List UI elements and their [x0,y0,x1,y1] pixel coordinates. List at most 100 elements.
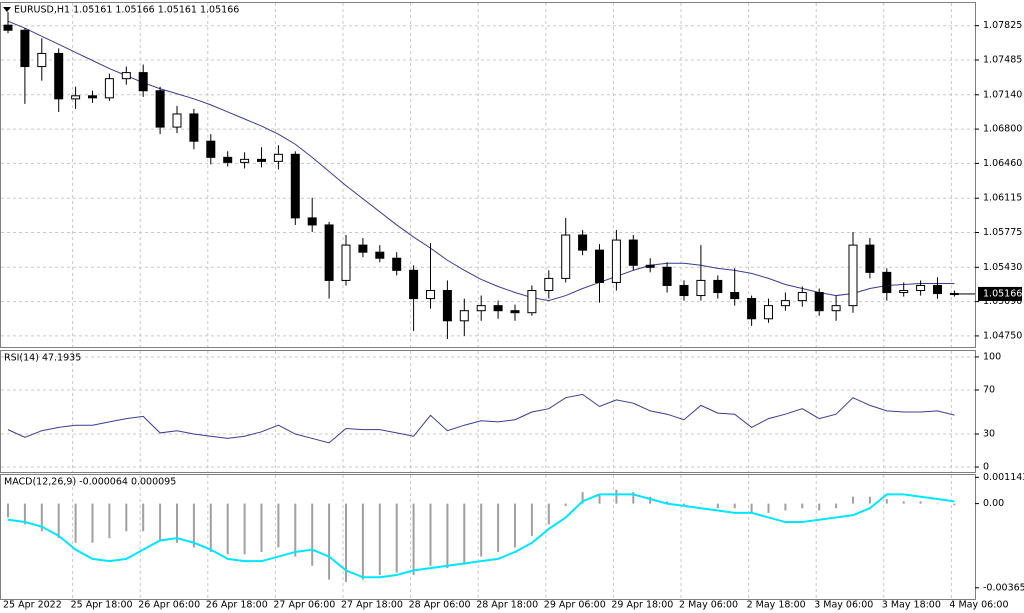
x-tick-label: 26 Apr 18:00 [206,600,268,611]
candle-body [307,217,317,226]
panel-frame [0,2,976,348]
candle-body [37,52,47,68]
macd-bar [666,501,669,504]
macd-bar [480,503,483,557]
macd-bar [581,492,584,504]
y-tick-label: 0 [983,462,989,473]
candle-body [882,271,892,294]
y-tick-label: 0.00 [983,498,1004,509]
macd-bar [192,503,195,548]
candle-body [273,153,283,162]
candle-body [426,290,435,300]
macd-bar [74,503,77,543]
y-tick-label: 1.06460 [983,158,1022,169]
candle-body [206,140,216,158]
y-tick-label: 100 [983,351,1001,362]
candle-body [747,298,757,320]
candle-body [240,158,250,163]
macd-bar [328,503,331,580]
y-tick-label: -0.003656 [983,582,1024,593]
x-tick-label: 25 Apr 18:00 [71,600,133,611]
candle-body [949,293,959,296]
candle-body [696,279,706,297]
macd-bar [547,503,550,525]
macd-bar [615,489,618,504]
candle-body [257,158,266,162]
last-price-box [978,286,1022,301]
panel-frame [0,474,976,600]
macd-bar [784,503,787,511]
macd-bar [260,503,263,552]
candle-body [645,264,655,268]
candle-body [713,279,723,294]
macd-bar [767,503,770,513]
rsi-line [7,393,955,444]
x-tick-label: 29 Apr 18:00 [611,600,673,611]
candle-body [121,72,131,80]
candle-body [358,244,368,253]
x-tick-label: 25 Apr 2022 [3,600,62,611]
candle-body [392,257,402,271]
candle-body [54,52,64,100]
macd-bar [159,503,162,541]
candle-body [578,234,588,251]
y-tick-label: 1.05775 [983,227,1022,238]
macd-bar [497,503,500,552]
y-tick-label: 1.06800 [983,124,1022,135]
macd-bar [226,503,229,555]
candle-body [848,244,858,307]
macd-bar [345,503,347,582]
candle-body [679,284,689,297]
candle-body [189,113,199,142]
candle-body [831,305,841,312]
candle-body [780,300,790,307]
candle-body [814,292,824,312]
candle-body [375,251,385,259]
candle-body [341,244,351,281]
x-tick-label: 26 Apr 06:00 [138,600,200,611]
candle-body [223,156,233,163]
macd-bar [733,503,736,509]
x-tick-label: 28 Apr 06:00 [409,600,471,611]
moving-average [7,20,955,302]
y-tick-label: 1.07140 [983,89,1022,100]
candle-body [797,292,807,302]
signal-line [7,493,955,579]
macd-bar [598,494,601,504]
y-tick-label: 30 [983,429,995,440]
macd-bar [919,501,922,504]
macd-bar [412,503,415,575]
macd-bar [294,503,297,557]
macd-bar [57,503,60,539]
macd-bar [936,503,939,505]
panel-frame [0,350,976,473]
macd-bar [176,503,178,543]
macd-bar [40,503,43,532]
y-tick-label: 1.05090 [983,296,1022,307]
macd-bar [243,503,246,555]
macd-bar [463,503,466,564]
macd-bar [632,492,635,504]
candle-body [510,310,520,314]
candle-body [155,90,165,128]
symbol-triangle [3,7,11,12]
x-tick-label: 29 Apr 06:00 [544,600,606,611]
y-tick-label: 1.04750 [983,330,1022,341]
panel-title: RSI(14) 47.1935 [4,353,81,364]
macd-bar [514,503,516,548]
candle-body [88,95,97,99]
candle-body [104,78,114,99]
macd-bar [649,496,652,504]
last-price-label: 1.05166 [983,288,1022,299]
x-tick-label: 2 May 06:00 [679,600,738,611]
macd-bar [953,503,956,506]
macd-bar [683,503,685,506]
x-tick-label: 28 Apr 18:00 [476,600,538,611]
candle-body [527,290,537,314]
y-tick-label: 1.05430 [983,262,1022,273]
macd-bar [395,503,398,573]
candle-body [628,239,638,266]
candle-body [611,239,621,283]
macd-bar [277,503,280,548]
